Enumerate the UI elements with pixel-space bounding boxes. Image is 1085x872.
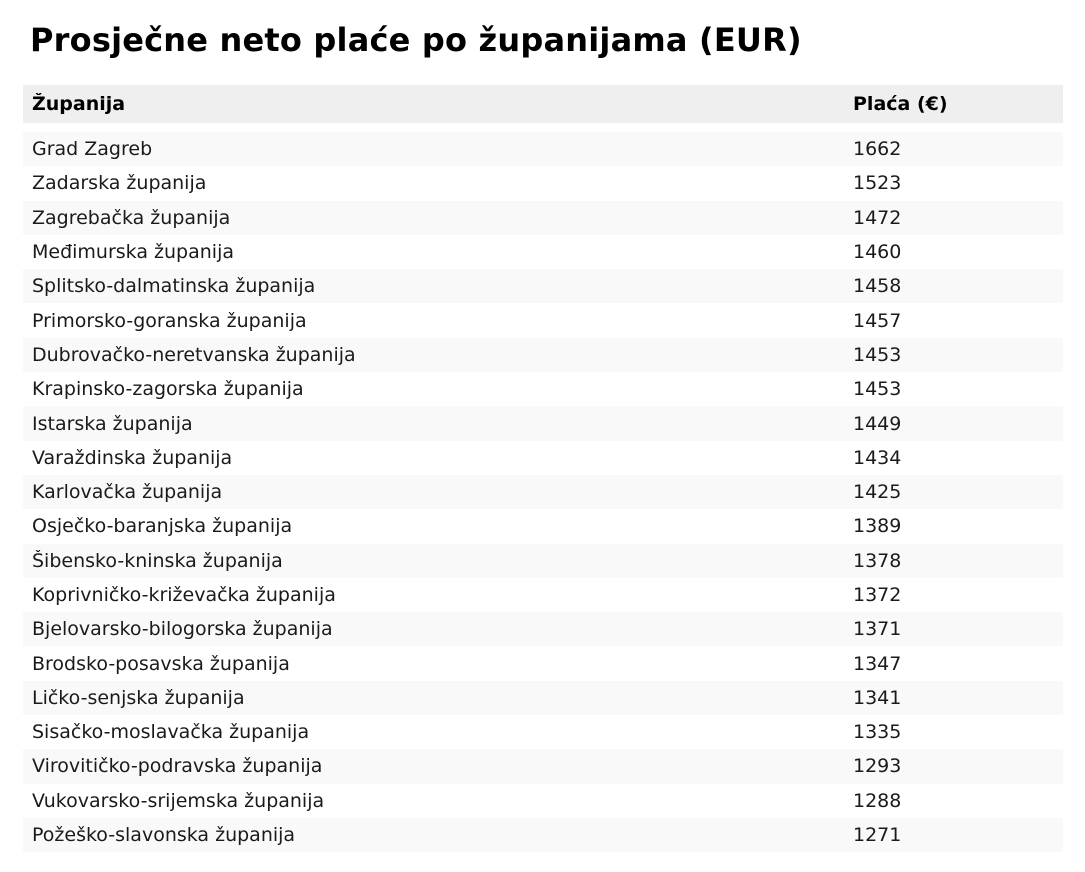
table-row: Grad Zagreb 1662 [23,132,1063,167]
salary-value: 1335 [853,721,902,744]
salary-value: 1271 [853,824,902,847]
page-title: Prosječne neto plaće po županijama (EUR) [30,21,802,59]
county-name: Zadarska županija [32,172,207,195]
county-name: Splitsko-dalmatinska županija [32,275,316,298]
salary-value: 1453 [853,343,902,366]
table-row: Vukovarsko-srijemska županija 1288 [23,783,1063,818]
table-row: Koprivničko-križevačka županija 1372 [23,577,1063,613]
salary-value: 1434 [853,446,902,469]
table-header-row: Županija Plaća (€) [23,85,1063,123]
table-body: Grad Zagreb 1662 Zadarska županija 1523 Zagr… [23,132,1063,853]
table-row: Karlovačka županija 1425 [23,474,1063,510]
table-row: Šibensko-kninska županija 1378 [23,543,1063,578]
salary-value: 1449 [853,412,902,435]
column-header-placa: Plaća (€) [853,93,948,115]
county-name: Brodsko-posavska županija [32,652,290,675]
county-name: Grad Zagreb [32,138,153,161]
table-row: Bjelovarsko-bilogorska županija 1371 [23,612,1063,647]
county-name: Koprivničko-križevačka županija [32,584,336,606]
county-name: Međimurska županija [32,241,234,264]
salary-value: 1347 [853,652,902,675]
county-name: Osječko-baranjska županija [32,515,293,538]
salary-value: 1371 [853,618,902,641]
salary-value: 1293 [853,755,902,778]
county-name: Ličko-senjska županija [32,686,245,709]
salary-table: Županija Plaća (€) Grad Zagreb 1662 Zadars… [23,85,1063,853]
table-row: Ličko-senjska županija 1341 [23,680,1063,716]
table-row: Međimurska županija 1460 [23,234,1063,270]
county-name: Varaždinska županija [32,446,233,469]
salary-value: 1460 [853,241,902,264]
county-name: Požeško-slavonska županija [32,824,296,847]
table-row: Osječko-baranjska županija 1389 [23,509,1063,544]
salary-value: 1372 [853,584,902,606]
county-name: Istarska županija [32,412,193,435]
county-name: Vukovarsko-srijemska županija [32,789,325,812]
column-header-zupanija: Županija [32,93,126,115]
table-row: Zadarska županija 1523 [23,166,1063,201]
table-row: Požeško-slavonska županija 1271 [23,817,1063,853]
county-name: Šibensko-kninska županija [32,549,283,572]
table-row: Virovitičko-podravska županija 1293 [23,749,1063,784]
table-row: Zagrebačka županija 1472 [23,200,1063,235]
table-row: Primorsko-goranska županija 1457 [23,303,1063,338]
salary-value: 1341 [853,686,902,709]
salary-value: 1523 [853,172,902,195]
county-name: Krapinsko-zagorska županija [32,378,304,401]
table-row: Sisačko-moslavačka županija 1335 [23,715,1063,750]
table-row: Krapinsko-zagorska županija 1453 [23,372,1063,407]
county-name: Primorsko-goranska županija [32,309,307,332]
county-name: Bjelovarsko-bilogorska županija [32,618,333,641]
table-row: Splitsko-dalmatinska županija 1458 [23,269,1063,304]
salary-value: 1472 [853,206,902,229]
table-row: Istarska županija 1449 [23,406,1063,441]
salary-value: 1458 [853,275,902,298]
salary-value: 1453 [853,378,902,401]
county-name: Karlovačka županija [32,481,223,504]
table-row: Varaždinska županija 1434 [23,440,1063,475]
salary-value: 1389 [853,515,902,538]
county-name: Virovitičko-podravska županija [32,755,323,778]
salary-value: 1288 [853,789,902,812]
salary-value: 1378 [853,549,902,572]
table-row: Brodsko-posavska županija 1347 [23,646,1063,681]
county-name: Sisačko-moslavačka županija [32,721,310,744]
salary-value: 1662 [853,138,902,161]
salary-value: 1425 [853,481,902,504]
county-name: Zagrebačka županija [32,206,231,229]
county-name: Dubrovačko-neretvanska županija [32,343,356,366]
table-row: Dubrovačko-neretvanska županija 1453 [23,337,1063,373]
salary-value: 1457 [853,309,902,332]
